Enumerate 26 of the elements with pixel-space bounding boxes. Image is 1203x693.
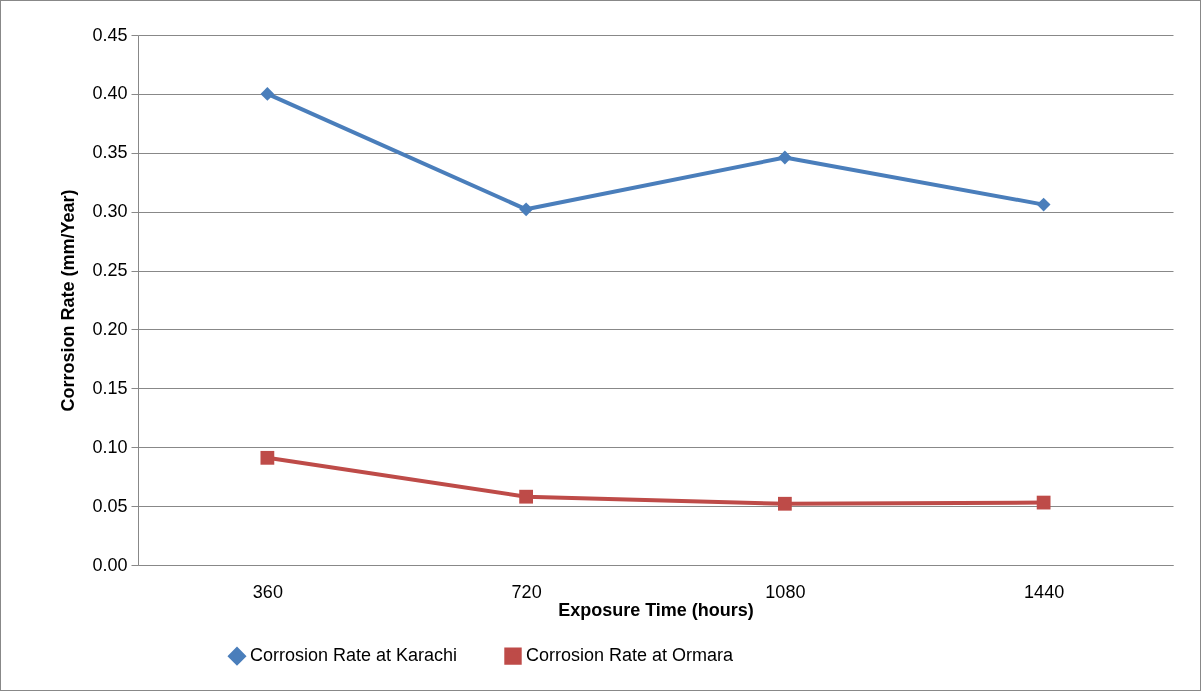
point [1036,495,1051,510]
y-tick-label: 0.35 [92,142,128,163]
x-axis-title: Exposure Time (hours) [558,599,754,620]
y-tick-label: 0.20 [92,318,128,339]
point [1036,197,1051,212]
y-tick-label: 0.25 [92,260,128,281]
x-tick-label: 1080 [765,581,806,602]
y-tick-label: 0.00 [92,554,128,575]
y-tick-label: 0.15 [92,377,128,398]
y-axis-title: Corrosion Rate (mm/Year) [58,189,79,412]
point [777,496,792,511]
x-tick-label: 720 [511,581,542,602]
x-tick-label: 1440 [1024,581,1065,602]
x-tick-label: 360 [252,581,283,602]
y-tick-label: 0.30 [92,201,128,222]
y-tick-label: 0.05 [92,495,128,516]
point [777,150,792,165]
point [260,87,275,101]
legend-label: Corrosion Rate at Ormara [526,645,735,666]
point [519,202,534,217]
y-tick-label: 0.45 [92,24,128,45]
legend-label: Corrosion Rate at Karachi [250,645,458,666]
y-tick-label: 0.40 [92,83,128,104]
point [519,489,534,504]
y-tick-label: 0.10 [92,436,128,457]
point [260,450,275,465]
